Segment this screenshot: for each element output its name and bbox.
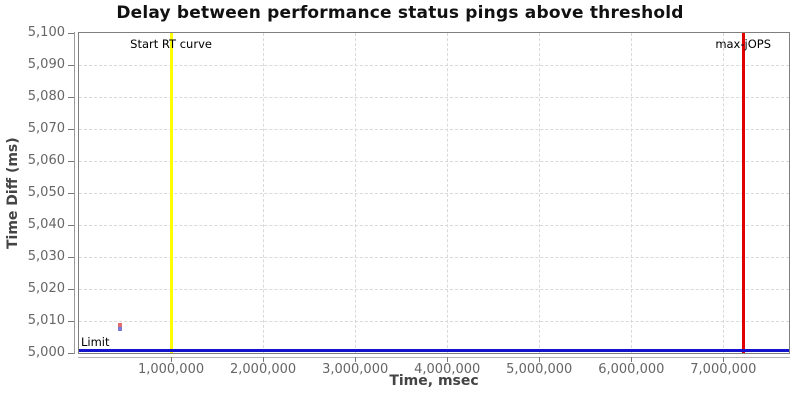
y-tick-mark	[68, 129, 74, 130]
marker-label: Start RT curve	[130, 37, 212, 51]
y-gridline	[79, 193, 789, 194]
x-tick-label: 6,000,000	[598, 362, 665, 377]
y-tick-label: 5,040	[27, 217, 65, 232]
x-tick-mark	[263, 357, 265, 362]
x-axis-title: Time, msec	[389, 373, 479, 389]
y-tick-label: 5,050	[27, 185, 65, 200]
y-gridline	[79, 161, 789, 162]
y-tick-label: 5,100	[27, 25, 65, 40]
x-tick-label: 1,000,000	[137, 362, 205, 377]
x-tick-mark	[539, 357, 541, 362]
marker-line-start-rt-curve	[169, 33, 173, 353]
y-tick-mark	[68, 193, 74, 194]
marker-label: max-jOPS	[715, 37, 771, 51]
y-gridline	[79, 257, 789, 258]
y-tick-mark	[68, 225, 74, 226]
y-tick-label: 5,060	[27, 153, 65, 168]
y-tick-mark	[68, 33, 74, 34]
y-tick-mark	[68, 257, 74, 258]
x-tick-mark	[447, 357, 449, 362]
y-gridline	[79, 129, 789, 130]
x-tick-mark	[631, 357, 633, 362]
chart-title: Delay between performance status pings a…	[116, 3, 684, 23]
y-gridline	[79, 225, 789, 226]
plot-area: Start RT curve max-jOPS Limit	[78, 32, 790, 354]
y-gridline	[79, 289, 789, 290]
y-tick-mark	[68, 353, 74, 354]
y-tick-label: 5,000	[27, 345, 65, 360]
data-point	[118, 323, 123, 328]
x-tick-mark	[171, 357, 173, 362]
data-point	[118, 327, 123, 332]
y-gridline	[79, 65, 789, 66]
y-gridline	[79, 321, 789, 322]
marker-line-limit	[79, 349, 789, 352]
y-tick-label: 5,090	[27, 57, 65, 72]
y-tick-label: 5,070	[27, 121, 65, 136]
y-tick-mark	[68, 321, 74, 322]
x-tick-label: 2,000,000	[230, 362, 297, 377]
y-axis-line	[74, 32, 75, 354]
marker-label: Limit	[81, 335, 110, 349]
x-tick-label: 5,000,000	[506, 362, 573, 377]
y-tick-label: 5,030	[27, 249, 65, 264]
x-tick-label: 4,000,000	[414, 362, 481, 377]
y-tick-label: 5,010	[27, 313, 65, 328]
y-tick-mark	[68, 161, 74, 162]
y-tick-label: 5,080	[27, 89, 65, 104]
x-tick-mark	[723, 357, 725, 362]
y-tick-mark	[68, 97, 74, 98]
x-tick-label: 3,000,000	[322, 362, 389, 377]
y-tick-label: 5,020	[27, 281, 65, 296]
marker-line-max-jops	[741, 33, 745, 353]
x-tick-mark	[355, 357, 357, 362]
y-tick-mark	[68, 65, 74, 66]
y-tick-mark	[68, 289, 74, 290]
x-axis-line	[78, 357, 790, 358]
x-tick-label: 7,000,000	[690, 362, 757, 377]
y-gridline	[79, 97, 789, 98]
